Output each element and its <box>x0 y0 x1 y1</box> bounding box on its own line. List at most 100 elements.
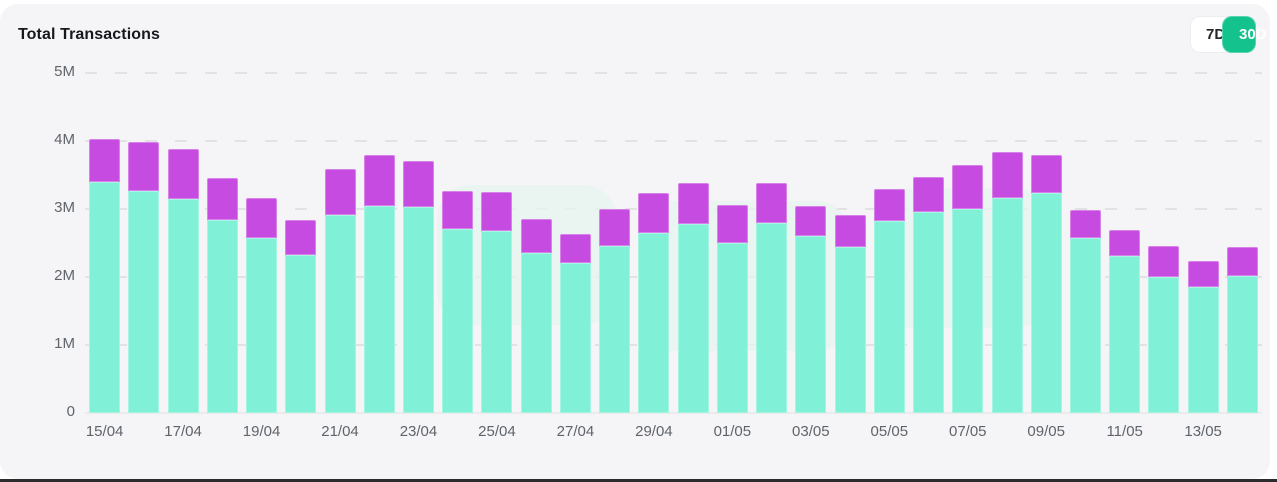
y-axis: 0 1M 2M 3M 4M 5M <box>54 63 1262 420</box>
bar-segment-top <box>89 138 121 182</box>
bar-segment-base <box>128 190 160 413</box>
bar-segment-base <box>913 211 945 413</box>
bar-segment-top <box>128 142 160 191</box>
bar-segment-base <box>89 181 121 413</box>
gridline-0 <box>85 412 1262 414</box>
x-axis-tick-label: 09/05 <box>1027 423 1065 440</box>
page-title: Total Transactions <box>18 26 160 43</box>
bar-23-04[interactable] <box>399 73 438 413</box>
bar-segment-base <box>638 232 670 413</box>
bar-28-04[interactable] <box>595 73 634 413</box>
bar-13-05[interactable] <box>1184 73 1223 413</box>
bar-segment-base <box>991 198 1023 413</box>
bar-09-05[interactable] <box>1027 73 1066 413</box>
bar-25-04[interactable] <box>477 73 516 413</box>
bar-segment-top <box>795 205 827 237</box>
bar-03-05[interactable] <box>791 73 830 413</box>
bar-08-05[interactable] <box>987 73 1026 413</box>
bar-segment-base <box>1109 255 1141 413</box>
bar-segment-base <box>1187 287 1219 413</box>
y-axis-tick-label: 2M <box>54 267 75 284</box>
x-axis: 15/04 17/04 19/04 21/04 23/04 25/04 27/04 29/04… <box>85 423 1262 447</box>
bar-segment-base <box>1030 192 1062 413</box>
bar-10-05[interactable] <box>1066 73 1105 413</box>
bar-07-05[interactable] <box>948 73 987 413</box>
x-axis-tick-label: 11/05 <box>1106 423 1143 440</box>
bar-segment-top <box>991 151 1023 199</box>
bar-15-04[interactable] <box>85 73 124 413</box>
bar-segment-top <box>873 188 905 222</box>
bottom-edge <box>0 479 1277 482</box>
bar-segment-base <box>246 237 278 413</box>
bar-30-04[interactable] <box>674 73 713 413</box>
x-axis-tick-label: 19/04 <box>242 423 281 440</box>
bar-18-04[interactable] <box>203 73 242 413</box>
bar-16-04[interactable] <box>124 73 163 413</box>
card-header: Total Transactions 7D 30D <box>0 4 1270 66</box>
x-axis-tick-label: 15/04 <box>85 423 124 440</box>
bar-20-04[interactable] <box>281 73 320 413</box>
bar-24-04[interactable] <box>438 73 477 413</box>
bar-segment-top <box>481 192 513 231</box>
bar-segment-top <box>1030 155 1062 193</box>
y-axis-tick-label: 1M <box>54 335 75 352</box>
bar-segment-top <box>1148 245 1180 277</box>
bar-segment-base <box>167 199 199 413</box>
bar-11-05[interactable] <box>1105 73 1144 413</box>
x-axis-tick-label: 03/05 <box>792 423 830 440</box>
x-axis-tick-label: 29/04 <box>635 423 673 440</box>
x-axis-tick-label: 23/04 <box>399 423 438 440</box>
bar-segment-top <box>324 168 356 216</box>
bar-segment-top <box>363 155 395 206</box>
bar-segment-top <box>520 219 552 253</box>
bar-27-04[interactable] <box>556 73 595 413</box>
bar-segment-base <box>677 223 709 413</box>
bar-05-05[interactable] <box>870 73 909 413</box>
y-axis-tick-label: 4M <box>54 131 75 148</box>
bar-02-05[interactable] <box>752 73 791 413</box>
bar-26-04[interactable] <box>517 73 556 413</box>
bar-segment-base <box>402 206 434 413</box>
range-30d-button[interactable]: 30D <box>1222 16 1267 53</box>
bar-17-04[interactable] <box>163 73 202 413</box>
bar-segment-base <box>285 254 317 413</box>
bar-segment-top <box>677 183 709 224</box>
bar-segment-base <box>481 230 513 413</box>
bar-segment-top <box>442 190 474 230</box>
bar-segment-base <box>206 219 238 413</box>
bar-19-04[interactable] <box>242 73 281 413</box>
bar-04-05[interactable] <box>830 73 869 413</box>
bar-segment-base <box>1069 237 1101 413</box>
bar-segment-top <box>1109 230 1141 256</box>
x-axis-tick-label: 27/04 <box>556 423 595 440</box>
bar-29-04[interactable] <box>634 73 673 413</box>
x-axis-tick-label: 25/04 <box>478 423 516 440</box>
bar-segment-top <box>559 234 591 264</box>
bar-06-05[interactable] <box>909 73 948 413</box>
bar-segment-base <box>873 221 905 413</box>
bar-21-04[interactable] <box>320 73 359 413</box>
gridline-5M <box>85 72 1262 74</box>
bar-segment-top <box>913 177 945 212</box>
bar-segment-top <box>167 149 199 200</box>
bar-segment-base <box>599 245 631 413</box>
chart-plot-area: 0 1M 2M 3M 4M 5M 15/04 17/04 19/04 21/04 23/04 25/… <box>54 63 1262 440</box>
bar-14-05[interactable] <box>1223 73 1262 413</box>
range-7d-button[interactable]: 7D <box>1191 17 1225 52</box>
bar-segment-top <box>756 183 788 224</box>
bar-segment-top <box>1226 247 1258 276</box>
bar-segment-top <box>716 204 748 243</box>
bar-segment-base <box>442 229 474 413</box>
bar-22-04[interactable] <box>360 73 399 413</box>
bar-segment-base <box>795 236 827 413</box>
bar-segment-top <box>285 219 317 255</box>
y-axis-tick-label: 5M <box>54 63 75 80</box>
bar-segment-base <box>1226 275 1258 413</box>
y-axis-tick-label: 3M <box>54 199 75 216</box>
bar-01-05[interactable] <box>713 73 752 413</box>
bar-12-05[interactable] <box>1144 73 1183 413</box>
bar-segment-base <box>756 223 788 413</box>
bar-segment-top <box>599 209 631 246</box>
bar-segment-base <box>520 252 552 413</box>
